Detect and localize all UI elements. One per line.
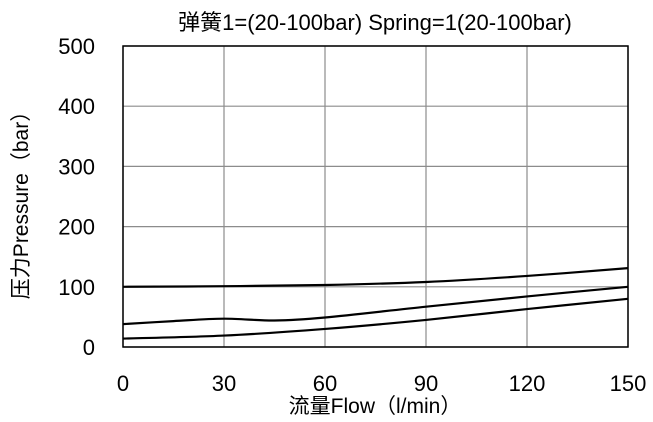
series-line-3 xyxy=(122,297,629,340)
chart-title: 弹簧1=(20-100bar) Spring=1(20-100bar) xyxy=(178,10,572,35)
series-line-2 xyxy=(122,285,629,326)
x-tick-label: 120 xyxy=(509,371,546,396)
y-tick-labels: 0 100 200 300 400 500 xyxy=(58,34,95,360)
series-line-1 xyxy=(122,267,629,288)
y-tick-label: 100 xyxy=(58,275,95,300)
plot-frame xyxy=(122,45,629,348)
x-tick-labels: 0 30 60 90 120 150 xyxy=(117,371,646,396)
x-tick-label: 60 xyxy=(313,371,337,396)
y-tick-label: 500 xyxy=(58,34,95,59)
grid xyxy=(122,45,629,348)
x-tick-label: 30 xyxy=(212,371,236,396)
series-group xyxy=(122,267,629,340)
y-axis-label: 压力Pressure（bar） xyxy=(10,101,33,299)
x-tick-label: 90 xyxy=(414,371,438,396)
x-axis-label: 流量Flow（l/min） xyxy=(289,395,462,418)
y-tick-label: 400 xyxy=(58,94,95,119)
y-tick-label: 0 xyxy=(83,335,95,360)
x-tick-label: 150 xyxy=(610,371,647,396)
x-tick-label: 0 xyxy=(117,371,129,396)
y-tick-label: 300 xyxy=(58,154,95,179)
y-tick-label: 200 xyxy=(58,215,95,240)
